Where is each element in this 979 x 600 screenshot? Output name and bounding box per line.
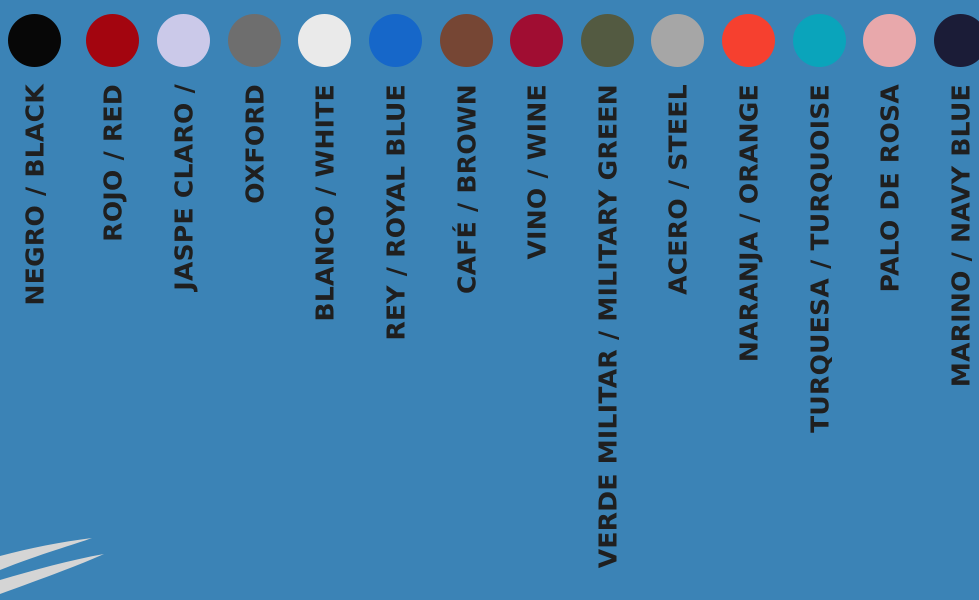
- color-dot: [440, 14, 493, 67]
- swatch-turquoise: TURQUESA / TURQUOISE: [785, 0, 855, 600]
- color-label: NEGRO / BLACK: [20, 84, 50, 306]
- color-label: REY / ROYAL BLUE: [381, 84, 411, 341]
- color-dot: [369, 14, 422, 67]
- color-dot: [651, 14, 704, 67]
- color-dot: [510, 14, 563, 67]
- color-label: TURQUESA / TURQUOISE: [805, 84, 835, 433]
- swatch-red: ROJO / RED: [78, 0, 148, 600]
- color-dot: [8, 14, 61, 67]
- color-label: VINO / WINE: [522, 84, 552, 260]
- color-label: VERDE MILITAR / MILITARY GREEN: [593, 84, 623, 569]
- color-dot: [228, 14, 281, 67]
- color-label: ROJO / RED: [98, 84, 128, 242]
- swatch-black: NEGRO / BLACK: [0, 0, 70, 600]
- swatch-royal-blue: REY / ROYAL BLUE: [361, 0, 431, 600]
- swatch-steel: ACERO / STEEL: [643, 0, 713, 600]
- color-dot: [581, 14, 634, 67]
- color-label: PALO DE ROSA: [875, 84, 905, 293]
- swatch-oxford: OXFORD: [220, 0, 290, 600]
- brush-stroke-decoration: [0, 538, 104, 594]
- color-dot: [722, 14, 775, 67]
- swatch-white: BLANCO / WHITE: [290, 0, 360, 600]
- color-dot: [298, 14, 351, 67]
- swatch-military-green: VERDE MILITAR / MILITARY GREEN: [573, 0, 643, 600]
- color-dot: [86, 14, 139, 67]
- swatch-palo-de-rosa: PALO DE ROSA: [855, 0, 925, 600]
- color-label: BLANCO / WHITE: [310, 84, 340, 322]
- color-dot: [157, 14, 210, 67]
- color-dot: [793, 14, 846, 67]
- swatch-jaspe-claro: JASPE CLARO /: [149, 0, 219, 600]
- swatch-brown: CAFÉ / BROWN: [432, 0, 502, 600]
- color-label: ACERO / STEEL: [663, 84, 693, 295]
- swatch-wine: VINO / WINE: [502, 0, 572, 600]
- color-label: JASPE CLARO /: [169, 84, 199, 291]
- color-label: OXFORD: [240, 84, 270, 204]
- swatch-navy-blue: MARINO / NAVY BLUE: [926, 0, 979, 600]
- color-dot: [863, 14, 916, 67]
- color-label: NARANJA / ORANGE: [734, 84, 764, 363]
- color-label: MARINO / NAVY BLUE: [946, 84, 976, 388]
- swatch-orange: NARANJA / ORANGE: [714, 0, 784, 600]
- color-dot: [934, 14, 979, 67]
- color-label: CAFÉ / BROWN: [452, 84, 482, 295]
